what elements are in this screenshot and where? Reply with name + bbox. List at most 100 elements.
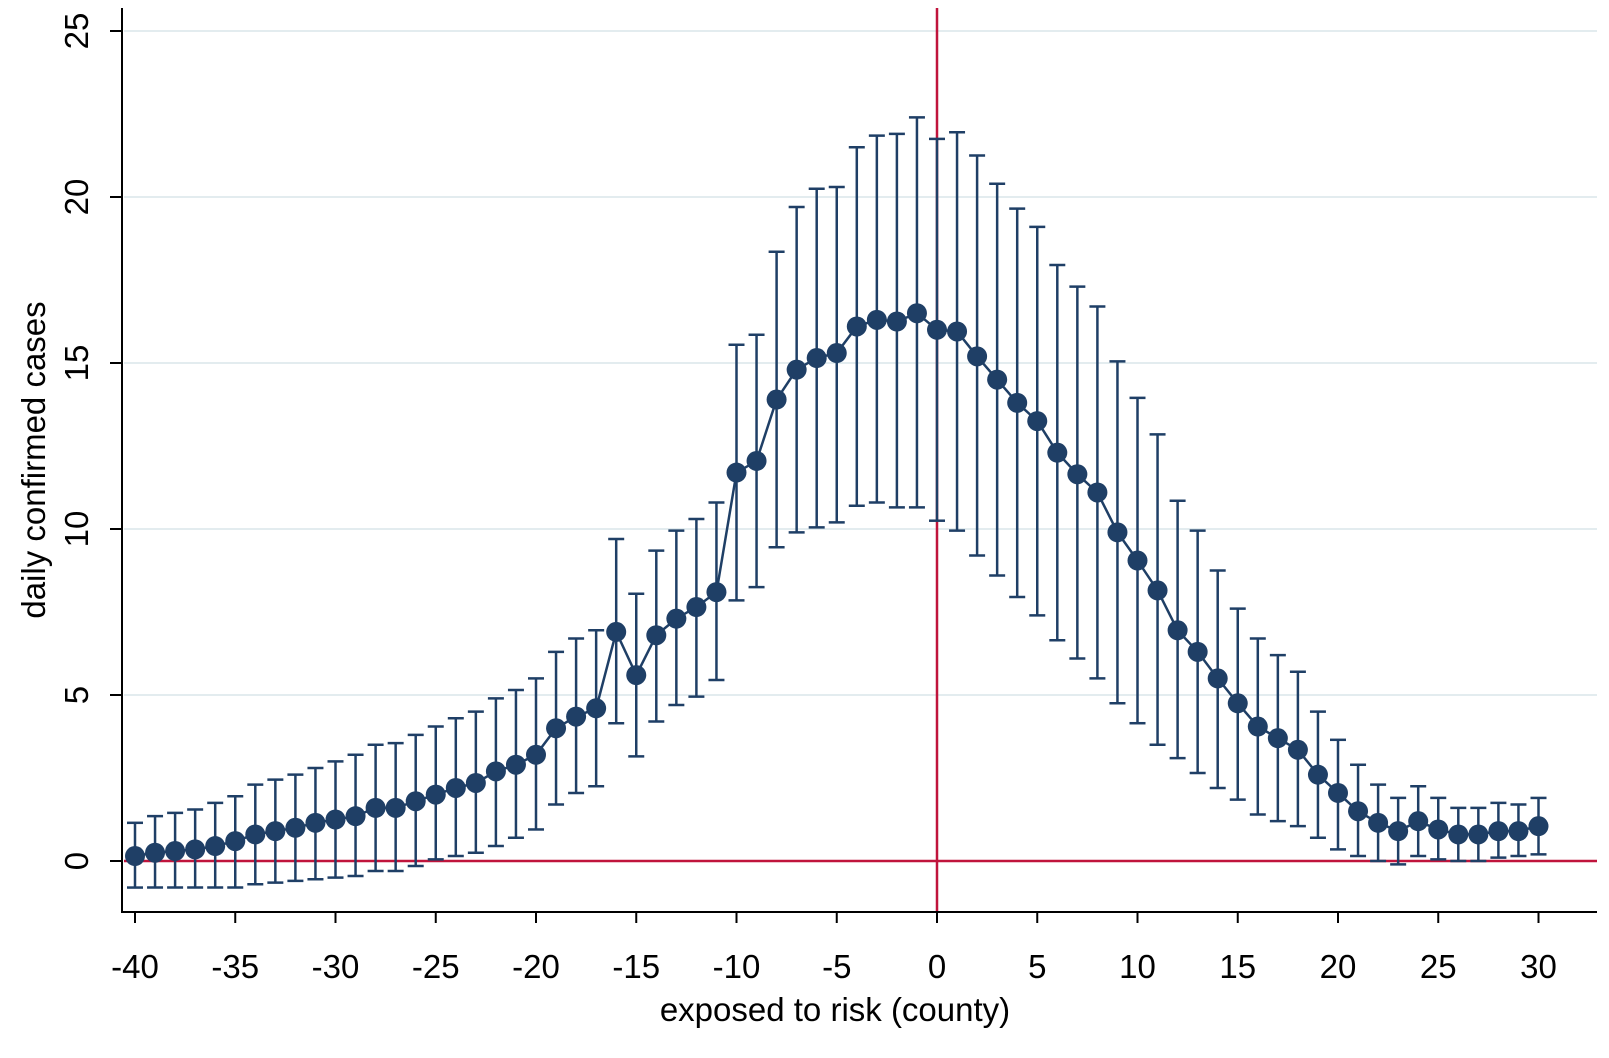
data-point: [125, 846, 145, 867]
x-tick-label: -20: [512, 948, 560, 985]
data-point: [967, 346, 988, 367]
data-point: [586, 698, 607, 719]
data-point: [225, 831, 246, 852]
data-point: [165, 841, 186, 862]
data-point: [646, 625, 667, 646]
data-point: [947, 321, 968, 342]
data-point: [1027, 411, 1048, 432]
data-point: [526, 744, 546, 765]
data-point: [465, 772, 486, 793]
data-point: [445, 777, 466, 798]
data-point: [1368, 812, 1389, 833]
data-point: [305, 812, 326, 833]
data-point: [1167, 620, 1188, 641]
data-point: [485, 761, 506, 782]
y-tick-label: 5: [58, 686, 95, 704]
data-point: [1147, 580, 1168, 601]
data-point: [345, 806, 366, 827]
x-tick-label: 15: [1219, 948, 1256, 985]
data-point: [505, 754, 526, 775]
x-tick-label: 5: [1028, 948, 1046, 985]
reference-lines: [124, 8, 1597, 912]
data-point: [1127, 550, 1148, 571]
data-point: [425, 784, 446, 805]
data-point: [1307, 764, 1328, 785]
x-tick-label: 10: [1119, 948, 1156, 985]
data-point: [205, 836, 226, 857]
x-axis-title: exposed to risk (county): [660, 991, 1010, 1028]
error-bars: [127, 116, 1547, 889]
data-point: [566, 706, 587, 727]
y-axis-title: daily confirmed cases: [15, 301, 52, 618]
data-point: [1067, 464, 1088, 485]
x-tick-label: -10: [713, 948, 761, 985]
x-tick-label: 20: [1320, 948, 1357, 985]
data-point: [1247, 716, 1268, 737]
y-tick-label: 20: [58, 179, 95, 216]
data-point: [987, 369, 1008, 390]
data-point: [726, 462, 747, 483]
x-tick-label: 0: [928, 948, 946, 985]
x-tick-label: 25: [1420, 948, 1457, 985]
data-point: [1267, 728, 1288, 749]
data-point: [1227, 693, 1248, 714]
y-tick-label: 10: [58, 511, 95, 548]
data-point: [1428, 819, 1449, 840]
data-point: [1388, 821, 1409, 842]
y-tick-label: 15: [58, 345, 95, 382]
data-point: [1348, 801, 1369, 822]
data-point: [806, 348, 827, 369]
data-point: [1047, 442, 1068, 463]
x-tick-label: -35: [211, 948, 259, 985]
x-ticks: -40 -35 -30 -25 -20 -15 -10 -5 0 5 10 15 20 25 30: [111, 912, 1557, 985]
data-point: [385, 797, 406, 818]
data-point: [866, 309, 887, 330]
axes: [121, 8, 1597, 913]
grid-lines: [124, 30, 1597, 696]
data-point: [1287, 739, 1308, 760]
data-point: [1187, 641, 1208, 662]
y-tick-label: 0: [58, 852, 95, 870]
data-point: [786, 359, 807, 380]
data-point: [1508, 821, 1529, 842]
data-point: [365, 797, 386, 818]
data-point: [1007, 392, 1028, 413]
x-tick-label: 30: [1520, 948, 1557, 985]
x-tick-label: -5: [822, 948, 851, 985]
data-point: [927, 319, 947, 340]
data-point: [546, 718, 567, 739]
x-tick-label: -30: [312, 948, 360, 985]
x-tick-label: -25: [412, 948, 460, 985]
data-point: [1408, 811, 1429, 832]
data-point: [285, 817, 306, 838]
data-point: [746, 450, 767, 471]
y-ticks: 0 5 10 15 20 25: [58, 13, 122, 870]
data-point: [606, 621, 627, 642]
data-point: [1468, 824, 1489, 845]
data-point: [706, 582, 727, 603]
x-tick-label: -40: [111, 948, 159, 985]
data-point: [1528, 816, 1549, 837]
data-point: [1207, 668, 1228, 689]
data-point: [1107, 522, 1128, 543]
data-point: [906, 303, 927, 324]
data-point: [265, 821, 286, 842]
data-point: [1087, 482, 1108, 503]
data-point: [185, 839, 206, 860]
data-point: [886, 311, 907, 332]
y-tick-label: 25: [58, 13, 95, 50]
data-point: [766, 389, 787, 410]
data-point: [826, 343, 847, 364]
data-point: [1488, 821, 1509, 842]
data-point: [145, 842, 166, 863]
data-point: [1328, 782, 1348, 803]
data-point: [325, 809, 346, 830]
data-point: [846, 316, 867, 337]
x-tick-label: -15: [612, 948, 660, 985]
data-point: [686, 597, 707, 618]
data-points: [125, 303, 1549, 867]
data-point: [666, 608, 687, 629]
data-point: [245, 824, 266, 845]
data-point: [626, 665, 647, 686]
